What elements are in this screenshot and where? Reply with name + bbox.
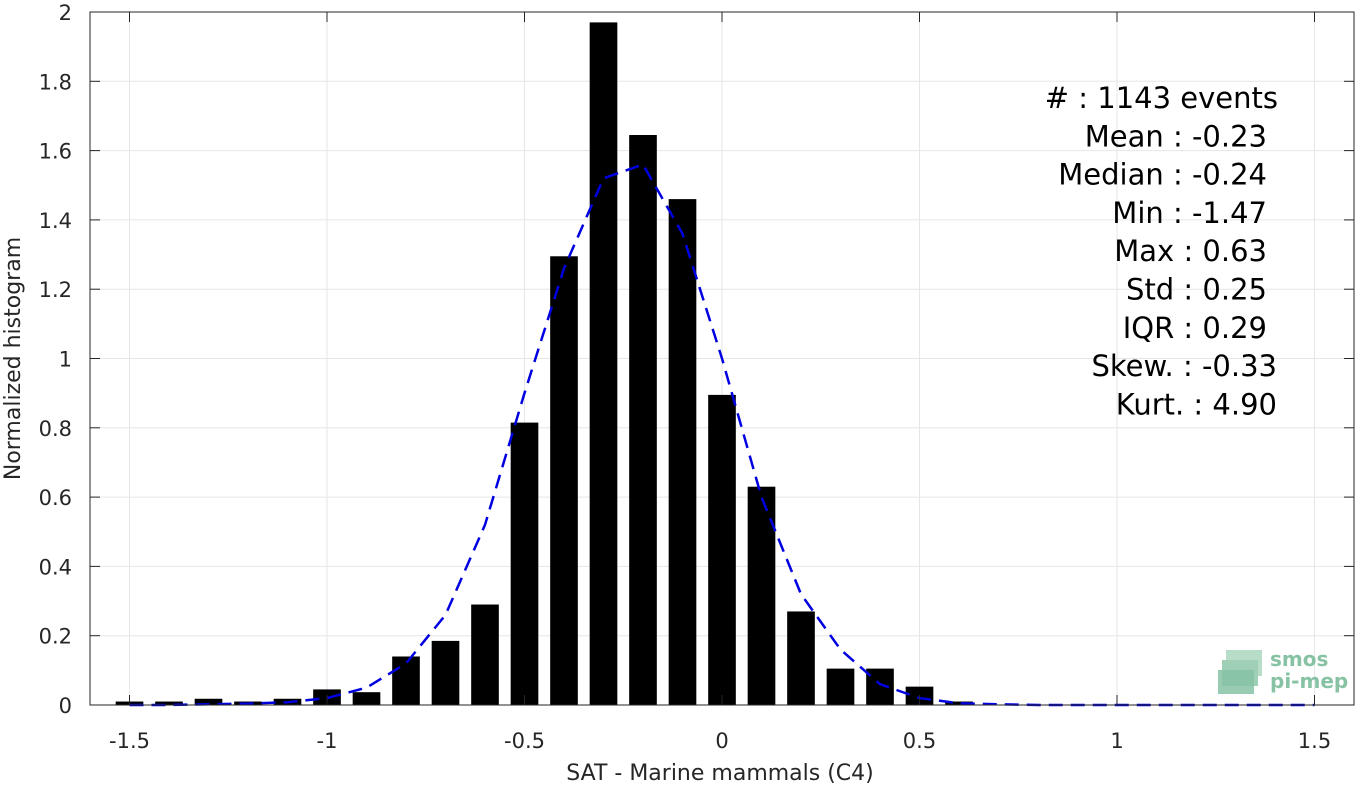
y-tick-label: 0.2 bbox=[39, 625, 72, 649]
histogram-bar bbox=[194, 698, 223, 705]
x-tick-label: -0.5 bbox=[504, 729, 545, 753]
y-tick-label: 0.4 bbox=[39, 555, 72, 579]
y-tick-label: 2 bbox=[59, 1, 72, 25]
stat-line: Max : 0.63 bbox=[1114, 234, 1267, 268]
y-tick-labels: 0 0.2 0.4 0.6 0.8 1 1.2 1.4 1.6 1.8 2 bbox=[39, 1, 72, 718]
stat-line: Std : 0.25 bbox=[1126, 273, 1267, 307]
stat-line: Median : -0.24 bbox=[1058, 158, 1267, 192]
histogram-bar bbox=[392, 656, 420, 705]
x-tick-labels: -1.5 -1 -0.5 0 0.5 1 1.5 bbox=[109, 729, 1331, 753]
y-tick-label: 0.8 bbox=[39, 417, 72, 441]
stat-line: Skew. : -0.33 bbox=[1091, 349, 1277, 383]
y-tick-label: 1.2 bbox=[39, 278, 72, 302]
logo-mark-icon bbox=[1218, 650, 1262, 694]
histogram-bar bbox=[629, 135, 657, 705]
stat-line: Min : -1.47 bbox=[1112, 196, 1267, 230]
histogram-bar bbox=[352, 692, 381, 705]
histogram-bar bbox=[708, 394, 736, 705]
histogram-bar bbox=[550, 256, 578, 705]
x-tick-label: 1 bbox=[1110, 729, 1123, 753]
histogram-bars bbox=[115, 22, 973, 706]
logo-line-2: pi-mep bbox=[1270, 669, 1348, 693]
histogram-bar bbox=[155, 701, 183, 705]
y-tick-label: 0 bbox=[59, 694, 72, 718]
histogram-bar bbox=[826, 668, 855, 705]
histogram-bar bbox=[589, 22, 618, 705]
stat-line: Mean : -0.23 bbox=[1085, 119, 1267, 153]
logo-line-1: smos bbox=[1270, 647, 1328, 671]
histogram-bar bbox=[431, 640, 460, 705]
histogram-bar bbox=[668, 199, 697, 706]
stat-line: Kurt. : 4.90 bbox=[1116, 387, 1277, 421]
y-tick-label: 1.6 bbox=[39, 140, 72, 164]
histogram-bar bbox=[787, 611, 815, 705]
histogram-bar bbox=[747, 486, 776, 705]
y-tick-label: 1.4 bbox=[39, 209, 72, 233]
statistics-annotation: # : 1143 events Mean : -0.23 Median : -0.2… bbox=[1045, 81, 1278, 421]
histogram-bar bbox=[471, 604, 499, 705]
x-tick-label: -1 bbox=[317, 729, 338, 753]
x-tick-label: 1.5 bbox=[1298, 729, 1331, 753]
stat-line: IQR : 0.29 bbox=[1123, 311, 1267, 345]
y-tick-label: 1.8 bbox=[39, 70, 72, 94]
x-tick-label: -1.5 bbox=[109, 729, 150, 753]
x-axis-label: SAT - Marine mammals (C4) bbox=[566, 761, 874, 785]
y-tick-label: 0.6 bbox=[39, 486, 72, 510]
y-tick-label: 1 bbox=[59, 348, 72, 372]
axis-ticks bbox=[90, 11, 1354, 706]
histogram-bar bbox=[945, 701, 973, 705]
stat-line: # : 1143 events bbox=[1045, 81, 1278, 115]
x-tick-label: 0.5 bbox=[903, 729, 936, 753]
smos-pi-mep-logo: smos pi-mep bbox=[1218, 647, 1348, 694]
x-tick-label: 0 bbox=[715, 729, 728, 753]
y-axis-label: Normalized histogram bbox=[1, 237, 26, 480]
histogram-bar bbox=[510, 422, 539, 705]
